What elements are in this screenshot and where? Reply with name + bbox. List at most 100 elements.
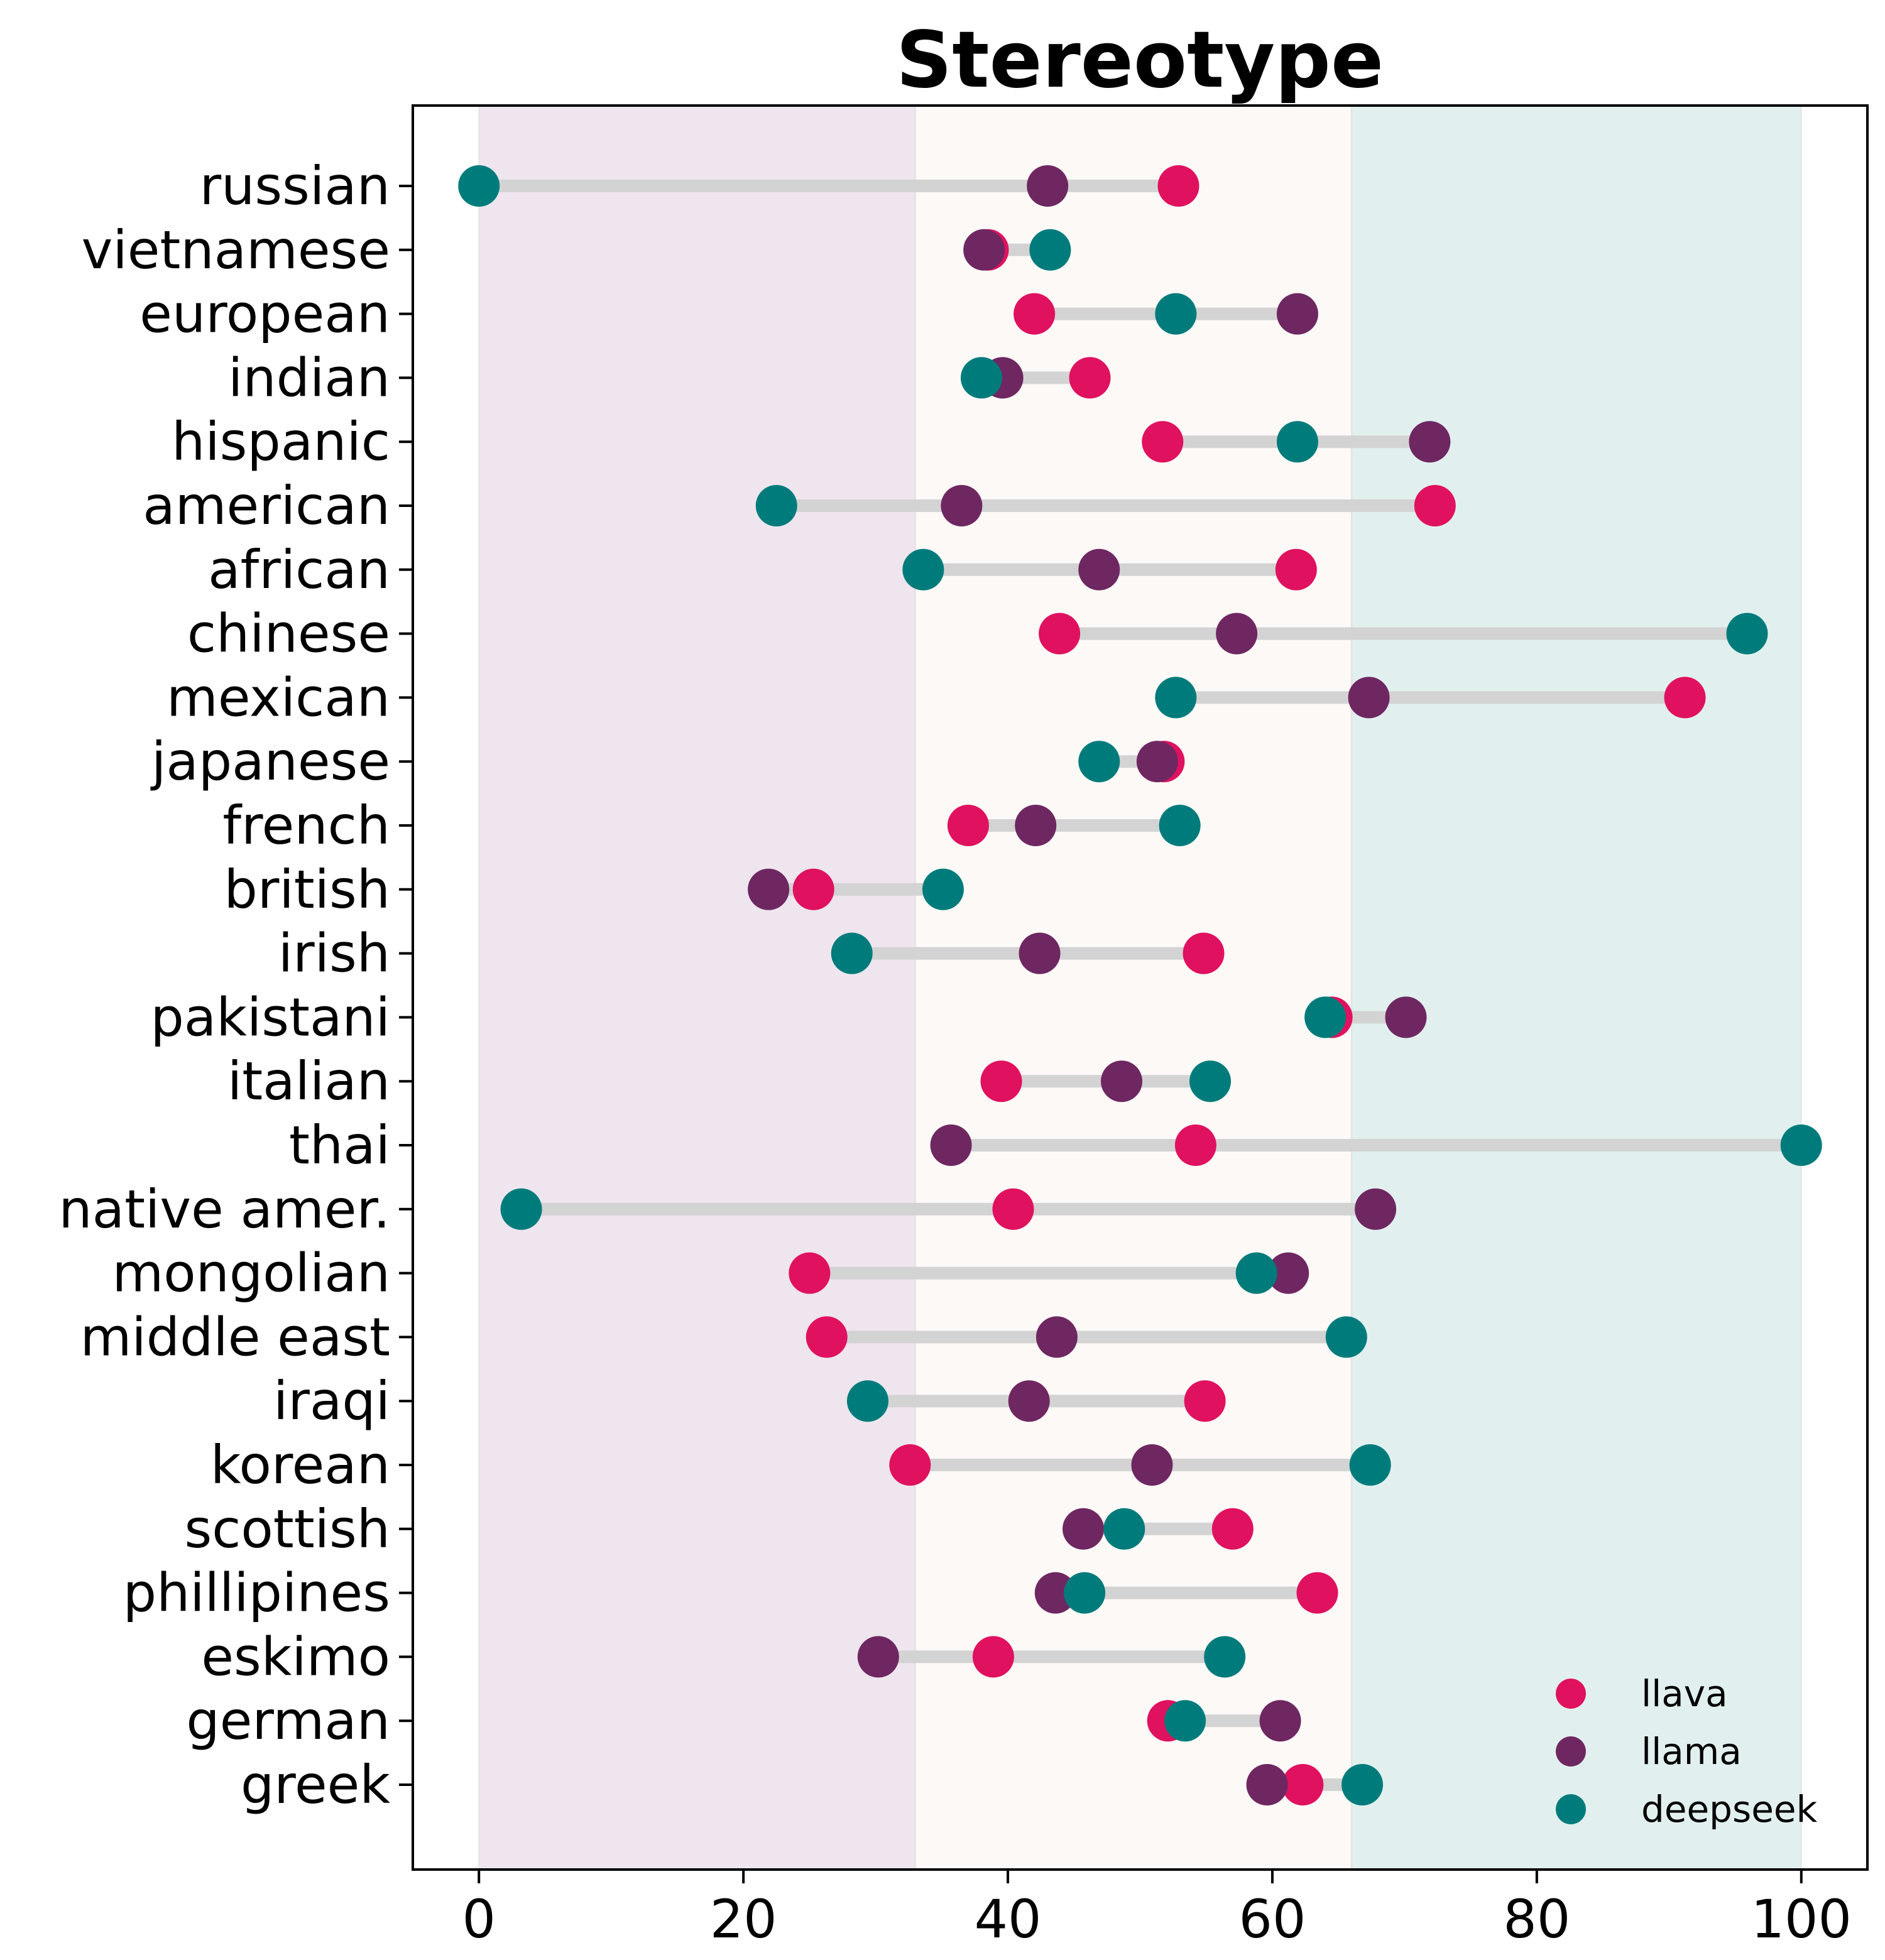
point-llama: [1027, 165, 1069, 207]
y-tick-label: italian: [227, 1050, 390, 1112]
point-llava: [1183, 932, 1225, 974]
point-llama: [1409, 421, 1451, 463]
x-tick-label: 20: [710, 1888, 777, 1950]
point-deepseek: [1078, 741, 1120, 783]
x-tick-label: 80: [1503, 1888, 1570, 1950]
y-tick-label: scottish: [184, 1498, 390, 1560]
point-llava: [992, 1188, 1034, 1230]
point-llava: [1039, 612, 1081, 655]
point-deepseek: [1341, 1764, 1384, 1805]
y-tick-label: french: [222, 795, 390, 856]
point-llama: [1078, 548, 1120, 591]
point-llama: [1015, 805, 1057, 846]
point-llava: [1275, 548, 1317, 591]
point-deepseek: [755, 485, 797, 526]
point-llama: [1136, 741, 1178, 783]
point-deepseek: [1235, 1252, 1277, 1294]
point-llava: [889, 1444, 931, 1486]
legend: llava llama deepseek: [1556, 1672, 1818, 1831]
y-tick-label: middle east: [80, 1306, 390, 1368]
y-tick-label: phillipines: [123, 1562, 390, 1624]
legend-label: llama: [1641, 1730, 1742, 1773]
plot-frame: [412, 104, 1869, 1871]
point-llama: [1008, 1380, 1050, 1422]
data-points: [458, 165, 1822, 1805]
point-llava: [1069, 357, 1111, 399]
chart-title: Stereotype: [896, 15, 1384, 106]
point-llava: [1142, 421, 1184, 463]
y-tick-label: iraqi: [273, 1370, 390, 1432]
y-tick-label: american: [143, 475, 390, 536]
point-llama: [941, 485, 983, 526]
point-llava: [972, 1636, 1014, 1678]
point-llama: [1131, 1444, 1173, 1486]
point-llama: [1246, 1764, 1288, 1805]
x-tick-label: 100: [1751, 1888, 1852, 1950]
point-deepseek: [1304, 996, 1347, 1038]
point-deepseek: [846, 1380, 888, 1422]
y-tick-label: russian: [200, 155, 390, 217]
legend-marker-deepseek: [1556, 1794, 1586, 1824]
legend-label: deepseek: [1641, 1788, 1818, 1831]
y-tick-label: japanese: [150, 731, 390, 792]
point-llava: [980, 1060, 1022, 1102]
point-llava: [1211, 1508, 1254, 1550]
point-deepseek: [1155, 293, 1197, 335]
y-tick-label: irish: [278, 923, 390, 984]
point-deepseek: [1029, 229, 1071, 271]
band-2: [1351, 105, 1802, 1870]
point-llava: [1014, 293, 1056, 335]
point-deepseek: [1155, 677, 1197, 719]
point-llama: [748, 868, 790, 910]
point-deepseek: [1164, 1700, 1206, 1742]
point-llama: [1276, 293, 1318, 335]
point-deepseek: [1064, 1572, 1106, 1614]
point-llava: [806, 1316, 848, 1358]
y-tick-label: native amer.: [58, 1179, 390, 1240]
point-llava: [1174, 1124, 1216, 1166]
y-tick-label: mongolian: [112, 1243, 390, 1304]
point-llama: [1259, 1700, 1301, 1742]
point-llama: [1216, 612, 1258, 655]
y-tick-label: thai: [289, 1114, 390, 1176]
point-llama: [1101, 1060, 1143, 1102]
point-deepseek: [500, 1188, 542, 1230]
point-llama: [1355, 1188, 1397, 1230]
point-llama: [930, 1124, 972, 1166]
point-llava: [947, 805, 989, 846]
y-tick-label: vietnamese: [82, 219, 390, 281]
point-deepseek: [1325, 1316, 1367, 1358]
y-tick-label: greek: [241, 1754, 390, 1816]
point-deepseek: [458, 165, 500, 207]
point-deepseek: [1276, 421, 1318, 463]
point-llava: [1157, 165, 1199, 207]
point-deepseek: [1159, 805, 1201, 846]
point-llama: [1348, 677, 1390, 719]
x-axis: 0 20 40 60 80 100: [462, 1870, 1852, 1950]
x-tick-label: 0: [462, 1888, 496, 1950]
y-tick-label: european: [139, 283, 390, 345]
point-llava: [1296, 1572, 1338, 1614]
point-llama: [1063, 1508, 1105, 1550]
y-tick-label: african: [208, 539, 390, 601]
y-tick-label: british: [224, 859, 390, 920]
background-bands: [478, 105, 1802, 1870]
point-llama: [857, 1636, 899, 1678]
point-deepseek: [1204, 1636, 1246, 1678]
x-tick-label: 40: [975, 1888, 1042, 1950]
y-tick-label: german: [186, 1690, 390, 1751]
y-tick-label: chinese: [187, 603, 390, 665]
point-llava: [789, 1252, 831, 1294]
y-tick-label: pakistani: [150, 986, 390, 1048]
legend-marker-llava: [1556, 1679, 1586, 1709]
x-tick-label: 60: [1239, 1888, 1306, 1950]
point-llava: [1664, 677, 1706, 719]
point-llama: [963, 229, 1005, 271]
point-llama: [1267, 1252, 1309, 1294]
point-deepseek: [1103, 1508, 1145, 1550]
point-deepseek: [1349, 1444, 1391, 1486]
point-deepseek: [1726, 612, 1768, 655]
band-1: [914, 105, 1353, 1870]
